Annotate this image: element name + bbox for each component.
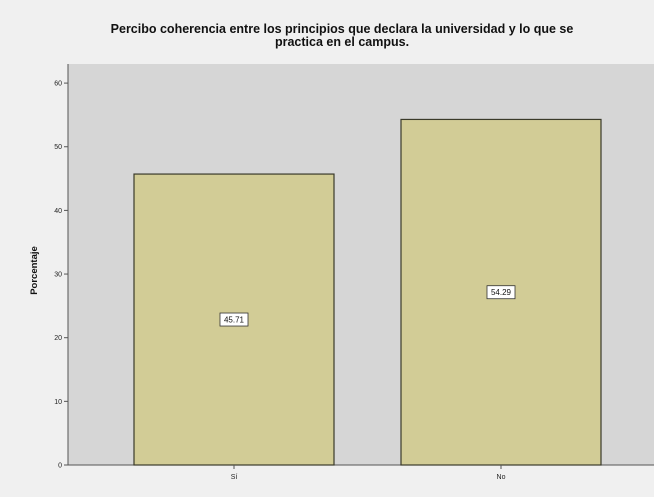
x-category-label: No <box>497 474 506 481</box>
y-tick-label: 0 <box>58 463 62 470</box>
y-tick-label: 50 <box>54 144 62 151</box>
x-axis-categories: Sí No <box>231 465 506 481</box>
chart-title-line-2: practica en el campus. <box>274 35 410 49</box>
y-tick-label: 10 <box>54 399 62 406</box>
y-tick-label: 20 <box>54 335 62 342</box>
data-label-box <box>219 312 249 327</box>
y-axis-label: Porcentaje <box>29 246 40 295</box>
x-category-label: Sí <box>231 474 238 481</box>
y-tick-label: 30 <box>54 272 62 279</box>
data-label-box <box>486 285 516 300</box>
y-axis-ticks: 0 10 20 30 40 50 60 <box>54 81 68 470</box>
y-tick-label: 60 <box>54 81 62 88</box>
bars: 45.71 54.29 <box>133 118 602 466</box>
chart-title-line-1: Percibo coherencia entre los principios … <box>110 22 574 36</box>
data-label: 54.29 <box>491 288 512 297</box>
y-tick-label: 40 <box>54 208 62 215</box>
data-label: 45.71 <box>224 316 245 325</box>
